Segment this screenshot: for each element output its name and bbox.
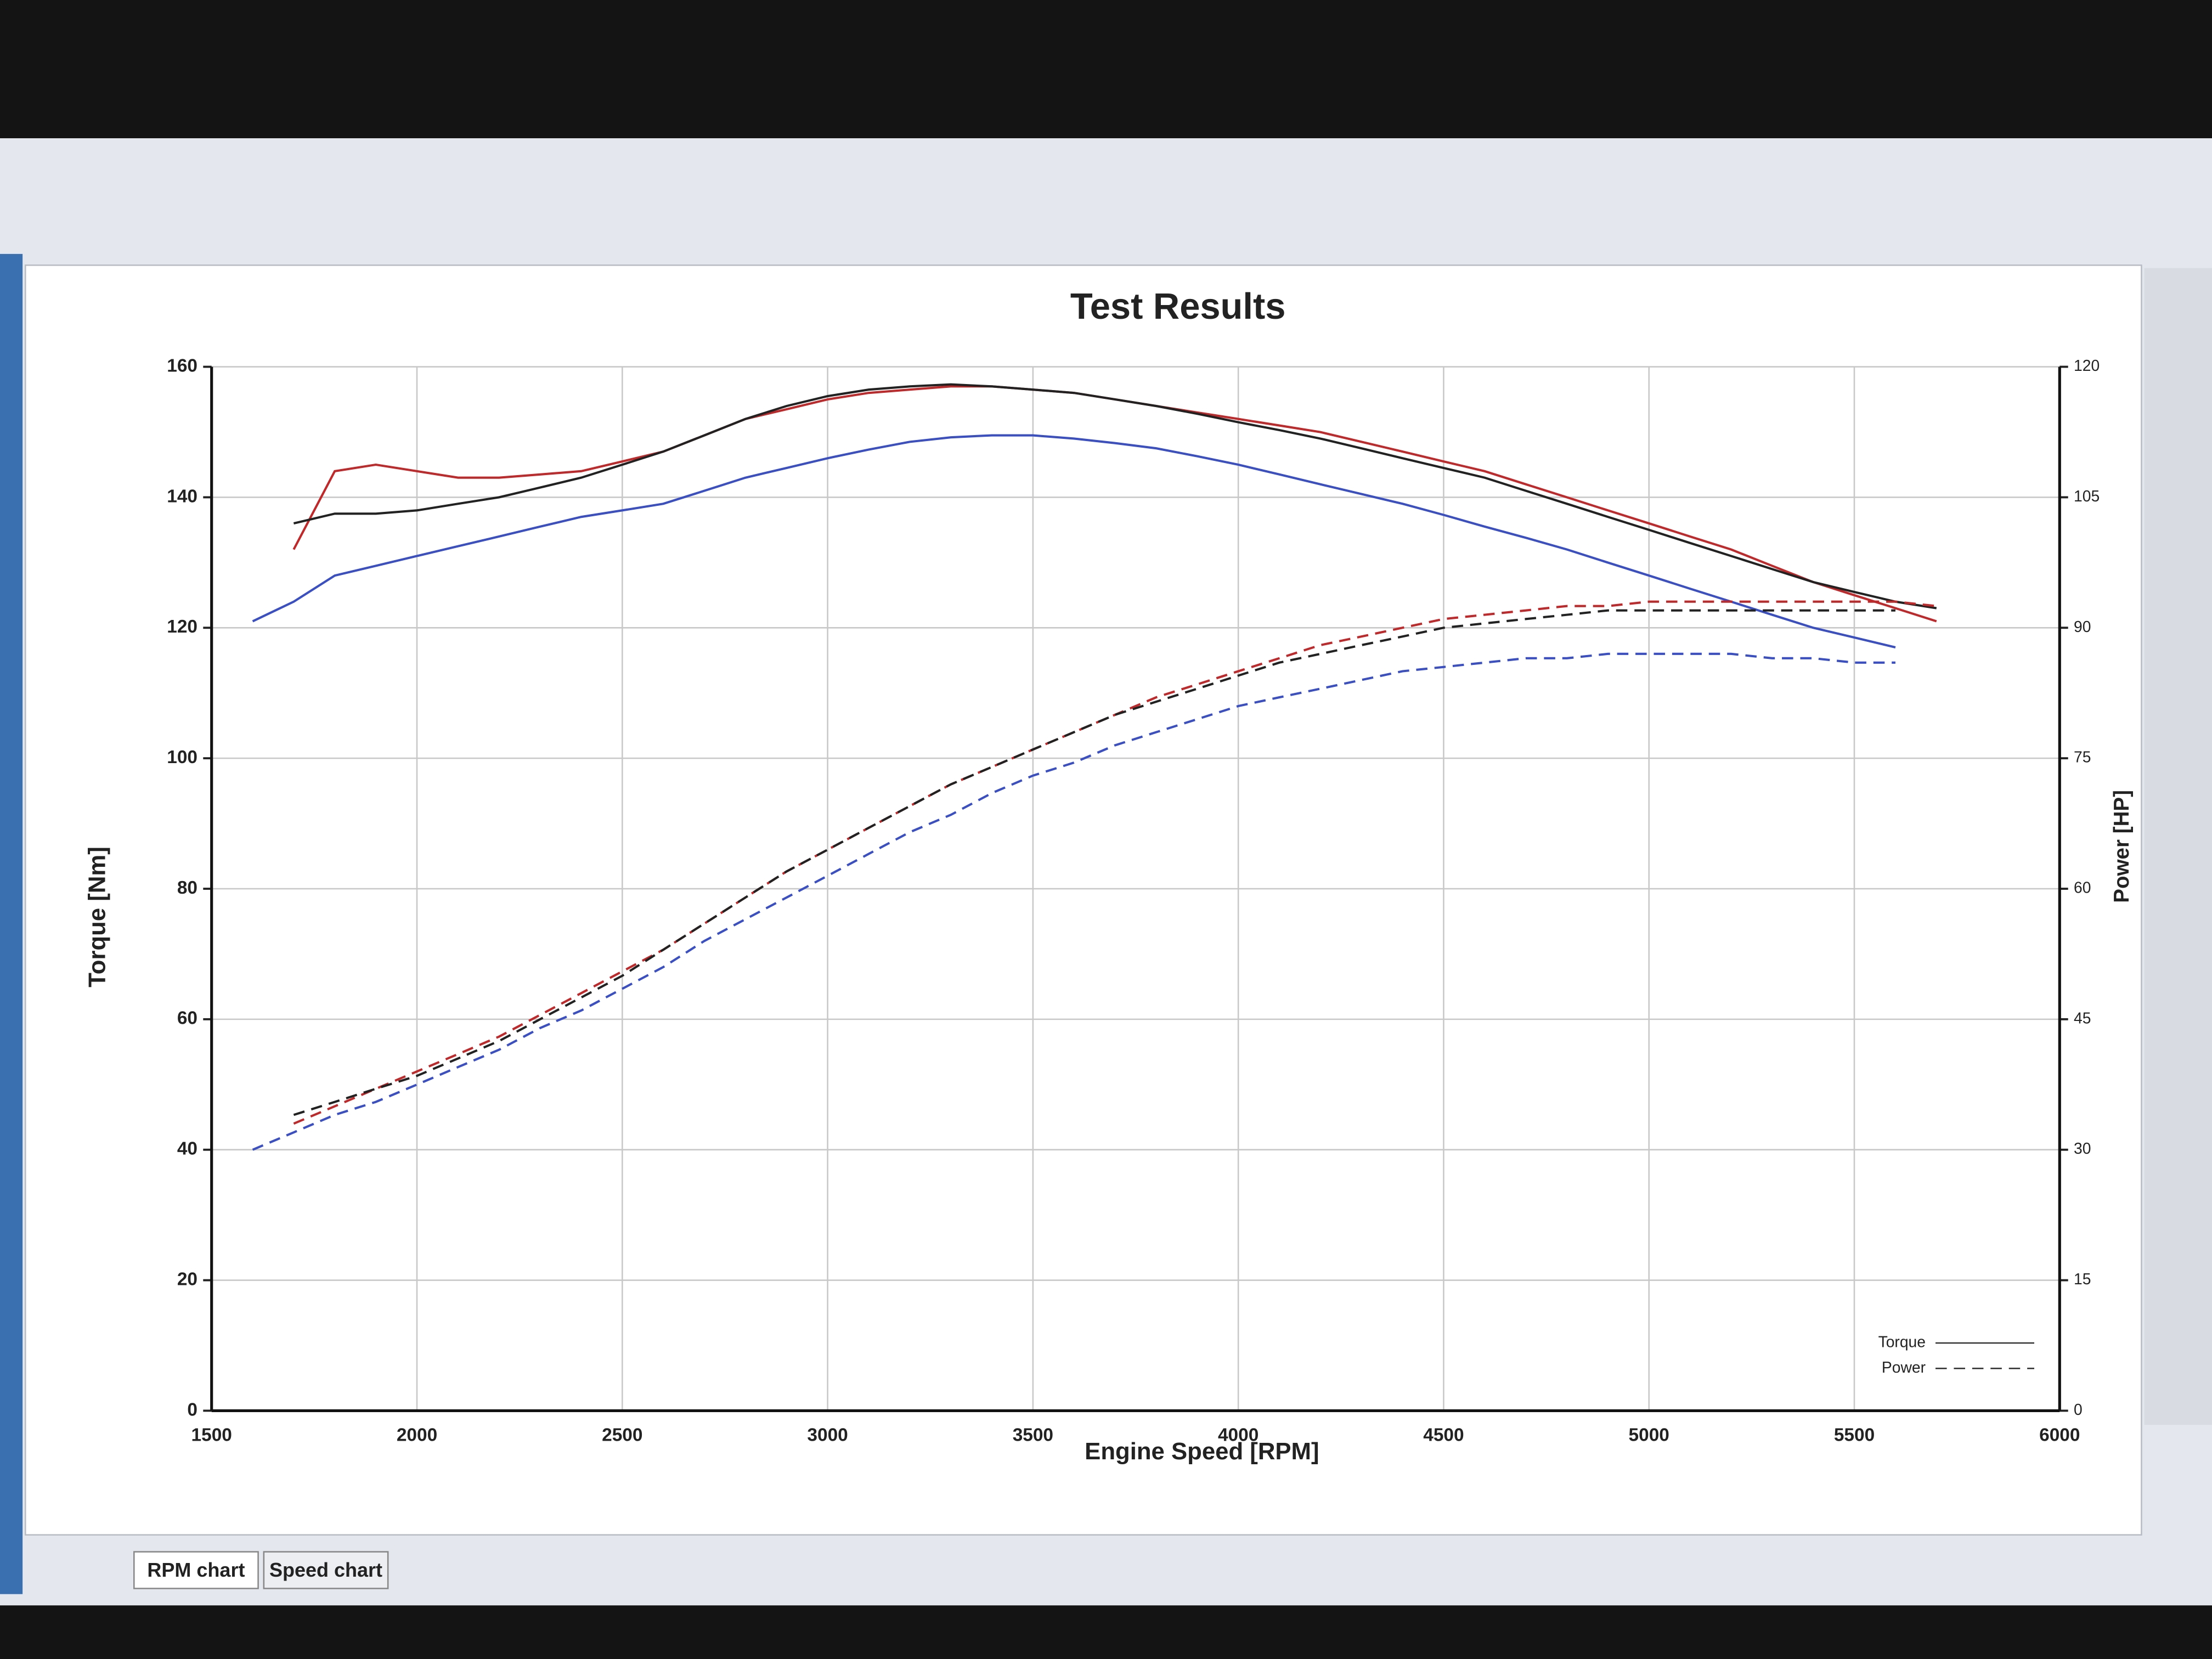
y-tick-label: 0 [187, 1400, 198, 1420]
y-tick-label: 140 [167, 486, 198, 506]
y2-tick-label: 60 [2074, 878, 2091, 896]
y2-tick-label: 120 [2074, 357, 2100, 374]
right-panel [2144, 268, 2212, 1425]
y2-tick-label: 30 [2074, 1139, 2091, 1157]
data-line [252, 434, 1896, 649]
y-tick-label: 40 [177, 1139, 198, 1159]
legend-label: Power [1882, 1358, 1926, 1376]
x-tick-label: 3000 [807, 1425, 848, 1446]
legend-label: Torque [1878, 1333, 1926, 1350]
x-tick-label: 1500 [191, 1425, 232, 1446]
y-axis-label: Torque [Nm] [84, 847, 111, 988]
y2-tick-label: 0 [2074, 1401, 2083, 1418]
x-tick-label: 5000 [1629, 1425, 1669, 1446]
tab[interactable] [263, 1551, 389, 1589]
tab-label[interactable]: RPM chart [147, 1559, 245, 1581]
y-tick-label: 60 [177, 1008, 198, 1029]
data-line [293, 383, 1937, 610]
x-tick-label: 3500 [1013, 1425, 1053, 1446]
tab[interactable] [133, 1551, 259, 1589]
y2-axis-label: Power [HP] [2110, 790, 2134, 903]
data-line [293, 600, 1937, 1125]
data-line [252, 652, 1895, 1151]
y-tick-label: 160 [167, 356, 198, 376]
x-tick-label: 4000 [1218, 1425, 1259, 1446]
x-tick-label: 2500 [602, 1425, 642, 1446]
side-panel [0, 253, 23, 1594]
y2-tick-label: 15 [2074, 1270, 2091, 1288]
y2-tick-label: 90 [2074, 618, 2091, 635]
y-tick-label: 80 [177, 878, 198, 898]
y-tick-label: 120 [167, 617, 198, 637]
x-tick-label: 6000 [2039, 1425, 2080, 1446]
tab-label[interactable]: Speed chart [269, 1559, 382, 1581]
x-tick-label: 5500 [1834, 1425, 1875, 1446]
y2-tick-label: 105 [2074, 487, 2100, 505]
x-tick-label: 2000 [397, 1425, 437, 1446]
y-tick-label: 100 [167, 747, 198, 768]
chart-title: Test Results [1070, 286, 1286, 327]
y2-tick-label: 45 [2074, 1009, 2091, 1026]
x-axis-label: Engine Speed [RPM] [1085, 1438, 1319, 1465]
y-tick-label: 20 [177, 1269, 198, 1289]
y2-tick-label: 75 [2074, 748, 2091, 766]
x-tick-label: 4500 [1423, 1425, 1464, 1446]
